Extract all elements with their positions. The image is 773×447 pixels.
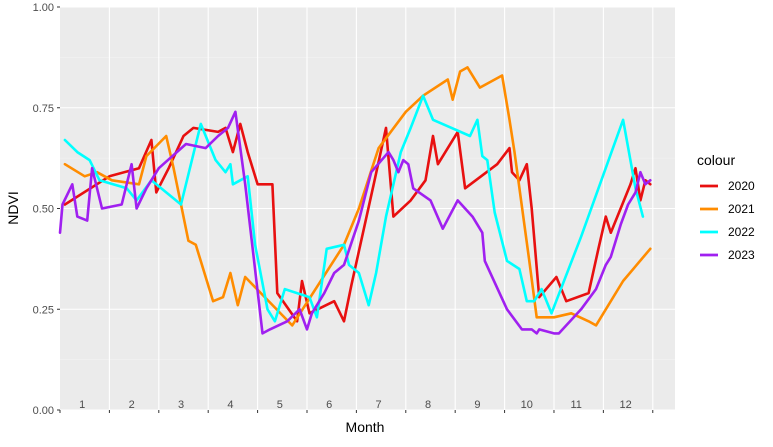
x-axis xyxy=(59,410,654,413)
month-label: 7 xyxy=(376,399,382,411)
legend: colour 2020 2021 2022 2023 xyxy=(697,152,755,262)
grid-lines xyxy=(60,6,675,411)
month-label: 8 xyxy=(425,399,431,411)
y-tick-label: 0.00 xyxy=(33,405,54,417)
month-label: 11 xyxy=(570,399,581,411)
series-line-2022 xyxy=(63,94,645,323)
month-label: 1 xyxy=(79,399,85,411)
legend-title: colour xyxy=(697,152,735,168)
y-tick-label: 0.50 xyxy=(33,204,54,216)
y-tick-label: 0.25 xyxy=(33,304,54,316)
month-label: 5 xyxy=(277,399,283,411)
month-label: 3 xyxy=(178,399,184,411)
month-label: 2 xyxy=(129,399,135,411)
y-tick-label: 1.00 xyxy=(33,2,54,14)
month-label: 6 xyxy=(326,399,332,411)
month-label: 4 xyxy=(227,399,233,411)
series-line-2023 xyxy=(58,110,652,335)
series-line-2021 xyxy=(63,66,652,327)
month-label: 9 xyxy=(474,399,480,411)
legend-label-2020: 2020 xyxy=(728,179,755,193)
legend-label-2023: 2023 xyxy=(728,248,755,262)
legend-label-2021: 2021 xyxy=(728,202,755,216)
series-line-2020 xyxy=(63,122,652,323)
series-lines xyxy=(58,66,652,335)
y-axis-title: NDVI xyxy=(5,191,21,224)
y-axis: 0.00 0.25 0.50 0.75 1.00 xyxy=(33,2,60,417)
month-labels: 1 2 3 4 5 6 7 8 9 10 11 12 xyxy=(79,399,632,411)
y-tick-label: 0.75 xyxy=(33,103,54,115)
month-label: 12 xyxy=(619,399,631,411)
legend-label-2022: 2022 xyxy=(728,225,755,239)
x-axis-title: Month xyxy=(346,419,385,435)
month-label: 10 xyxy=(521,399,533,411)
